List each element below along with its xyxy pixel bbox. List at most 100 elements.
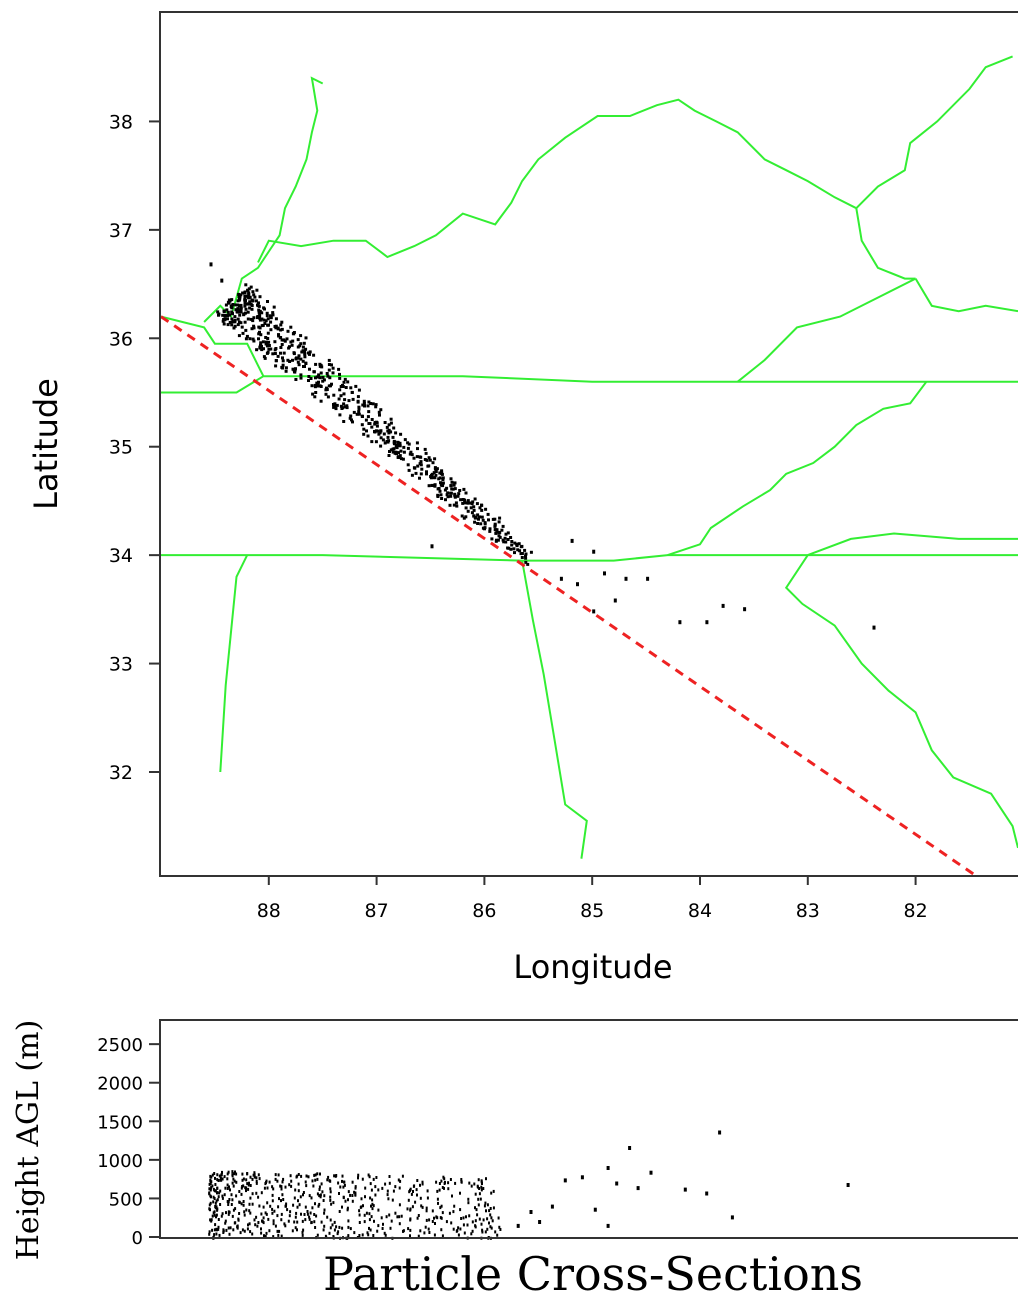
cross-section-particle: [230, 1203, 233, 1206]
cross-section-particle: [480, 1222, 483, 1226]
cross-section-particle: [480, 1180, 483, 1184]
cross-section-particle: [208, 1230, 211, 1234]
cross-section-particle: [349, 1193, 352, 1197]
particle: [252, 324, 256, 328]
particle: [478, 506, 482, 510]
cross-section-particle: [448, 1211, 451, 1215]
cross-section-particle: [335, 1174, 338, 1177]
particle: [276, 326, 280, 330]
map-y-axis-title: Latitude: [27, 378, 65, 510]
cross-section-particle: [470, 1184, 473, 1188]
particle: [222, 322, 226, 326]
cross-section-particle: [459, 1208, 462, 1212]
cross-section-particle: [266, 1201, 269, 1205]
particle: [321, 375, 325, 379]
particle: [334, 407, 338, 411]
particle: [272, 305, 276, 309]
cross-section-particle: [215, 1215, 217, 1219]
particle: [343, 377, 347, 381]
particle: [258, 295, 262, 299]
particle: [363, 404, 366, 408]
particle: [257, 337, 260, 341]
cross-section-particle: [550, 1204, 554, 1209]
cross-section-particle: [328, 1231, 331, 1235]
particle: [360, 423, 364, 427]
cross-section-particle: [225, 1228, 228, 1232]
cross-section-particle: [390, 1219, 393, 1223]
particle: [366, 415, 370, 419]
cross-section-particle: [433, 1233, 436, 1237]
particle: [374, 440, 378, 444]
cross-section-particle: [296, 1220, 299, 1224]
cross-section-particle: [365, 1211, 368, 1215]
cross-section-particle: [421, 1205, 424, 1209]
particle: [479, 522, 483, 526]
y-tick-label: 37: [109, 220, 133, 242]
cross-section-particle: [483, 1204, 486, 1208]
cross-section-particle: [460, 1178, 463, 1181]
particle: [440, 472, 444, 476]
cross-section-particle: [258, 1204, 261, 1208]
particle: [236, 308, 240, 312]
particle: [348, 416, 352, 420]
particle: [592, 609, 596, 614]
cross-section-particle: [248, 1202, 251, 1206]
particle: [284, 369, 288, 373]
cross-section-particle: [306, 1210, 309, 1213]
particle: [497, 534, 501, 538]
state-boundary-11: [521, 560, 588, 859]
cross-section-particle: [409, 1228, 412, 1232]
particle: [299, 376, 303, 380]
particle: [312, 370, 316, 374]
particle: [393, 440, 397, 444]
particle: [412, 466, 416, 470]
particle: [430, 544, 434, 549]
cross-section-particle: [452, 1210, 455, 1214]
particle: [297, 363, 301, 367]
cross-section-particle: [402, 1229, 404, 1233]
cross-section-particle: [332, 1235, 335, 1238]
cross-section-particle: [225, 1211, 227, 1215]
cross-section-particle: [489, 1225, 492, 1229]
cross-section-particle: [486, 1217, 489, 1221]
cross-section-particle: [362, 1204, 364, 1208]
particle: [232, 326, 236, 330]
cross-section-particle: [384, 1233, 387, 1237]
cross-section-particle: [399, 1179, 402, 1183]
cross-section-particle: [316, 1177, 319, 1181]
cross-section-particle: [384, 1182, 387, 1186]
cross-section-particle: [214, 1201, 217, 1205]
cross-section-particle: [342, 1185, 345, 1189]
cross-section-particle: [457, 1233, 460, 1237]
particle: [472, 508, 476, 512]
particle: [325, 372, 329, 375]
particle: [251, 319, 255, 323]
particle: [498, 530, 502, 534]
particle: [477, 517, 480, 521]
cross-section-particle: [230, 1193, 233, 1197]
cross-section-particle: [718, 1130, 722, 1135]
particle: [399, 449, 403, 453]
map-x-ticks: 88 87 86 85 84 83 82: [257, 875, 928, 922]
cross-section-particle: [320, 1182, 323, 1186]
cross-section-particle: [358, 1213, 361, 1217]
cross-section-particle: [265, 1212, 268, 1216]
x-tick-label: 83: [796, 900, 820, 922]
cross-section-particle: [413, 1184, 416, 1188]
particle: [439, 481, 442, 485]
cross-section-particle: [304, 1205, 307, 1209]
particle: [249, 302, 253, 306]
cross-section-particle: [311, 1206, 314, 1210]
cross-section-particle: [310, 1196, 313, 1200]
particle: [233, 315, 237, 319]
cross-section-particle: [456, 1229, 459, 1232]
cross-section-particle: [245, 1189, 247, 1193]
particle: [518, 549, 522, 553]
particle: [246, 288, 250, 292]
cross-section-particle: [485, 1209, 487, 1213]
particle: [222, 309, 226, 313]
particle: [241, 291, 245, 295]
cross-section-particle: [480, 1188, 483, 1192]
cross-section-particle: [241, 1185, 244, 1188]
